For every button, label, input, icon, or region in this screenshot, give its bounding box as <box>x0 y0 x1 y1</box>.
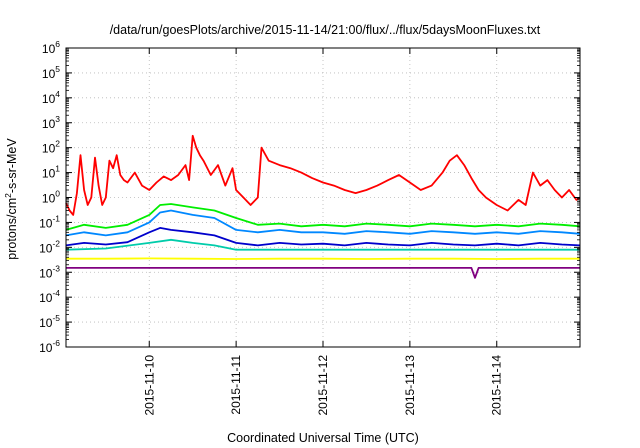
chart-title: /data/run/goesPlots/archive/2015-11-14/2… <box>110 23 541 37</box>
y-axis-label-sup: 2 <box>3 193 13 198</box>
series-line-1 <box>65 134 581 216</box>
y-tick-base: 10 <box>42 67 56 81</box>
grid <box>66 48 580 347</box>
y-tick-label: 10-4 <box>39 288 60 305</box>
series-line-5 <box>65 238 580 251</box>
y-tick-label: 10-3 <box>39 263 60 280</box>
y-tick-base: 10 <box>42 92 56 106</box>
x-tick-label: 2015-11-13 <box>403 355 417 416</box>
x-axis: 2015-11-10 2015-11-11 2015-11-12 2015-11-13… <box>142 48 504 416</box>
x-tick-label: 2015-11-14 <box>490 355 504 416</box>
y-tick-exp: -3 <box>52 263 60 273</box>
y-tick-label: 10-6 <box>39 338 60 355</box>
series-line-6 <box>66 257 580 260</box>
x-axis-label: Coordinated Universal Time (UTC) <box>227 431 419 445</box>
y-tick-base: 10 <box>42 142 56 156</box>
y-tick-label: 106 <box>42 39 60 56</box>
series-line-3 <box>65 209 581 237</box>
y-tick-label: 102 <box>42 139 60 156</box>
x-tick-label: 2015-11-10 <box>142 355 156 416</box>
x-tick-label: 2015-11-11 <box>229 355 243 415</box>
y-tick-base: 10 <box>39 291 53 305</box>
y-tick-exp: 5 <box>55 64 60 74</box>
y-tick-exp: -4 <box>52 288 60 298</box>
y-tick-label: 10-2 <box>39 238 60 255</box>
y-tick-exp: -1 <box>52 213 60 223</box>
series-line-2 <box>65 203 581 231</box>
y-tick-base: 10 <box>42 167 56 181</box>
y-tick-base: 10 <box>39 241 53 255</box>
series-line-4 <box>65 227 581 247</box>
y-tick-label: 103 <box>42 114 60 131</box>
y-axis-label-suffix: -s-sr-MeV <box>5 138 19 194</box>
y-tick-exp: 4 <box>55 89 60 99</box>
y-tick-exp: 2 <box>55 139 60 149</box>
y-tick-exp: 0 <box>55 189 60 199</box>
series-layer <box>65 134 581 279</box>
y-tick-label: 101 <box>42 164 60 181</box>
y-tick-label: 10-1 <box>39 213 60 230</box>
y-tick-exp: 1 <box>55 164 60 174</box>
y-axis: 10-610-510-410-310-210-11001011021031041… <box>39 39 580 355</box>
y-tick-base: 10 <box>42 192 56 206</box>
y-tick-label: 105 <box>42 64 60 81</box>
series-line-7 <box>66 267 580 279</box>
y-tick-exp: -5 <box>52 313 60 323</box>
y-tick-base: 10 <box>39 341 53 355</box>
y-tick-label: 10-5 <box>39 313 60 330</box>
y-tick-exp: -2 <box>52 238 60 248</box>
y-tick-exp: 3 <box>55 114 60 124</box>
y-tick-base: 10 <box>39 316 53 330</box>
y-tick-exp: -6 <box>52 338 60 348</box>
x-tick-label: 2015-11-12 <box>316 355 330 416</box>
y-tick-label: 100 <box>42 189 60 206</box>
y-tick-base: 10 <box>42 42 56 56</box>
y-tick-base: 10 <box>42 117 56 131</box>
y-axis-label-prefix: protons/cm <box>5 198 19 260</box>
y-axis-label: protons/cm2-s-sr-MeV <box>3 138 19 260</box>
y-tick-label: 104 <box>42 89 60 106</box>
y-tick-base: 10 <box>39 216 53 230</box>
y-tick-exp: 6 <box>55 39 60 49</box>
y-tick-base: 10 <box>39 266 53 280</box>
